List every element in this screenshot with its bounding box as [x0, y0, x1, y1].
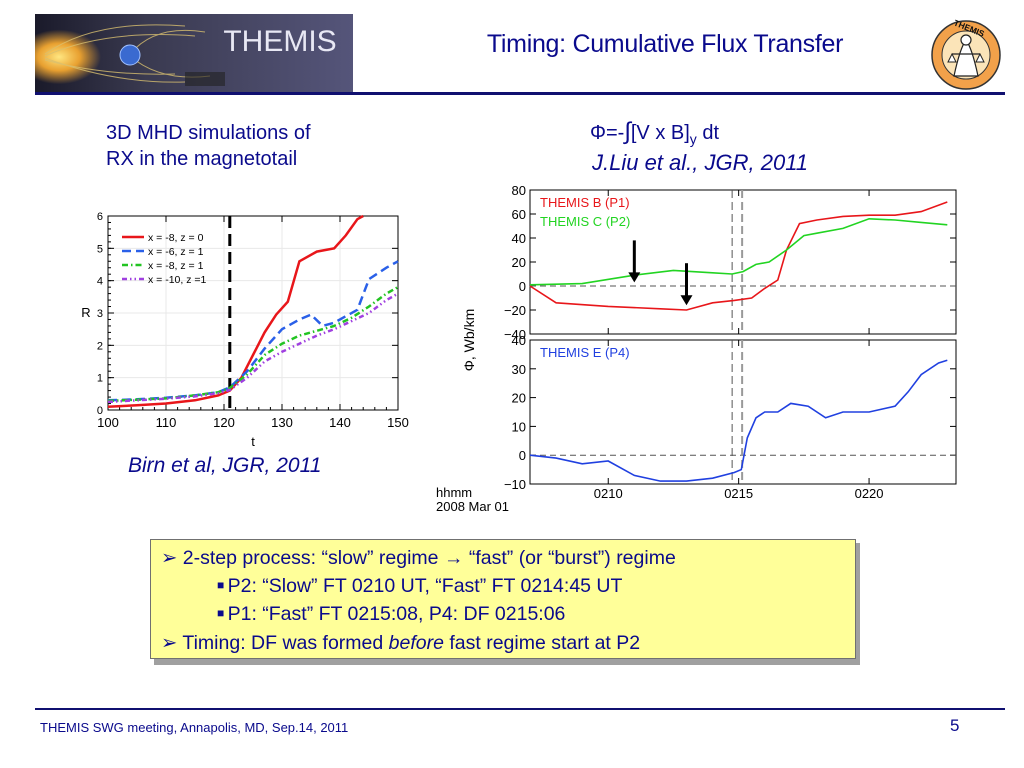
- y-tick-label: 2: [97, 340, 103, 352]
- summary-subpoint-2: ■ P1: “Fast” FT 0215:08, P4: DF 0215:06: [217, 603, 565, 626]
- y-tick-label: 1: [97, 373, 103, 385]
- right-chart-ylabel: Φ, Wb/km: [461, 309, 477, 372]
- formula-body: [V x B]: [630, 122, 690, 144]
- footer-text: THEMIS SWG meeting, Annapolis, MD, Sep.1…: [40, 720, 349, 735]
- legend-label-3: x = -8, z = 1: [148, 260, 204, 272]
- left-chart-series: [107, 214, 399, 410]
- panel-2-ytick-label: 10: [512, 419, 526, 434]
- page-number: 5: [950, 716, 960, 735]
- themis-logo-banner: THEMIS: [35, 14, 353, 92]
- timing-arrow-head-1: [628, 272, 641, 283]
- series-label-2-1: THEMIS E (P4): [540, 345, 630, 360]
- themis-mission-badge: THEMIS: [930, 18, 1002, 92]
- birn-reference: Birn et al, JGR, 2011: [128, 454, 322, 477]
- x-tick-label: 150: [387, 415, 409, 430]
- flux-formula: Φ=-∫[V x B]y dt: [590, 118, 719, 147]
- panel-1-ytick-label: 20: [512, 255, 526, 270]
- x-tick-label: 130: [271, 415, 293, 430]
- liu-reference: J.Liu et al., JGR, 2011: [592, 150, 809, 175]
- summary-box: ➢ 2-step process: “slow” regime → “fast”…: [150, 539, 856, 659]
- y-tick-label: 6: [97, 211, 103, 223]
- series-line-1: [107, 214, 364, 409]
- flux-series-1-2: [529, 217, 948, 286]
- time-tick-label: 0215: [724, 486, 753, 501]
- panel-1-ytick-label: 40: [512, 231, 526, 246]
- flux-series-2-1: [529, 359, 948, 482]
- series-line-2: [107, 260, 399, 402]
- time-tick-label: 0220: [855, 486, 884, 501]
- caption-line-2: RX in the magnetotail: [106, 148, 298, 170]
- panel-2-ytick-label: 40: [512, 333, 526, 348]
- summary-3-text: P1: “Fast” FT 0215:08, P4: DF 0215:06: [227, 603, 566, 625]
- panel-1-ytick-label: 60: [512, 207, 526, 222]
- bullet-square: ■: [217, 578, 228, 592]
- time-tick-label: 0210: [594, 486, 623, 501]
- summary-4-emphasis: before: [388, 632, 444, 654]
- date-axis-title: 2008 Mar 01: [436, 499, 509, 514]
- series-label-1-1: THEMIS B (P1): [540, 195, 630, 210]
- title-divider: [35, 92, 1005, 95]
- legend-label-2: x = -6, z = 1: [148, 246, 204, 258]
- simulation-caption: 3D MHD simulations of RX in the magnetot…: [106, 120, 406, 172]
- summary-4-post: fast regime start at P2: [443, 632, 641, 654]
- y-tick-label: 5: [97, 243, 103, 255]
- formula-prefix: Φ=-: [590, 122, 625, 144]
- panel-2-ytick-label: 0: [519, 448, 526, 463]
- panel-2-ytick-label: 20: [512, 391, 526, 406]
- x-tick-label: 140: [329, 415, 351, 430]
- bullet-arrow: ➢: [161, 547, 183, 569]
- time-axis-title: hhmm: [436, 485, 472, 500]
- formula-subscript: y: [689, 131, 697, 147]
- y-tick-label: 3: [97, 308, 103, 320]
- right-chart-content: 80 60 40 20 0 −20 −40 THEMIS B (P1) THEMIS C (P2…: [504, 183, 956, 501]
- footer-divider: [35, 708, 1005, 710]
- legend-label-4: x = -10, z =1: [148, 274, 207, 286]
- legend-label-1: x = -8, z = 0: [148, 232, 204, 244]
- x-tick-label: 120: [213, 415, 235, 430]
- formula-suffix: dt: [696, 122, 720, 144]
- left-chart-xlabel: t: [251, 434, 255, 449]
- flux-series-1-1: [529, 201, 948, 311]
- x-tick-label: 110: [156, 415, 177, 430]
- integral-sign: ∫: [624, 118, 631, 145]
- x-tick-label: 100: [97, 415, 119, 430]
- panel-2-ytick-label: 30: [512, 362, 526, 377]
- summary-1-arrow: →: [443, 547, 464, 569]
- panel-1-ytick-label: 0: [519, 279, 526, 294]
- logo-wordmark: THEMIS: [223, 25, 336, 58]
- bullet-arrow: ➢: [161, 632, 183, 654]
- series-line-4: [107, 292, 399, 404]
- panel-1-ytick-label: 80: [512, 183, 526, 198]
- caption-line-1: 3D MHD simulations of: [106, 122, 311, 144]
- slide-title: Timing: Cumulative Flux Transfer: [486, 30, 844, 58]
- summary-1-pre: 2-step process: “slow” regime: [182, 547, 444, 569]
- left-chart-legend: x = -8, z = 0 x = -6, z = 1 x = -8, z = 1 x…: [122, 232, 207, 286]
- bullet-square: ■: [217, 606, 228, 620]
- y-tick-label: 0: [97, 405, 103, 417]
- panel-1-ytick-label: −40: [504, 327, 526, 342]
- summary-subpoint-1: ■ P2: “Slow” FT 0210 UT, “Fast” FT 0214:…: [217, 575, 622, 598]
- summary-point-1: ➢ 2-step process: “slow” regime → “fast”…: [161, 546, 676, 570]
- timing-arrow-head-2: [680, 295, 693, 306]
- summary-1-post: “fast” (or “burst”) regime: [463, 547, 676, 569]
- summary-point-2: ➢ Timing: DF was formed before fast regi…: [161, 631, 640, 655]
- left-chart-ylabel: R: [81, 305, 90, 320]
- summary-2-text: P2: “Slow” FT 0210 UT, “Fast” FT 0214:45…: [227, 575, 623, 597]
- left-chart-ticks: 100 110 120 130 140 150 0 1 2 3 4 5 6: [97, 211, 409, 430]
- panel-1-ytick-label: −20: [504, 303, 526, 318]
- cumulative-flux-chart: 80 60 40 20 0 −20 −40 THEMIS B (P1) THEMIS C (P2…: [436, 183, 957, 514]
- summary-4-pre: Timing: DF was formed: [182, 632, 389, 654]
- series-label-1-2: THEMIS C (P2): [540, 214, 630, 229]
- panel-2-ytick-label: −10: [504, 477, 526, 492]
- y-tick-label: 4: [97, 276, 103, 288]
- series-line-3: [107, 286, 399, 403]
